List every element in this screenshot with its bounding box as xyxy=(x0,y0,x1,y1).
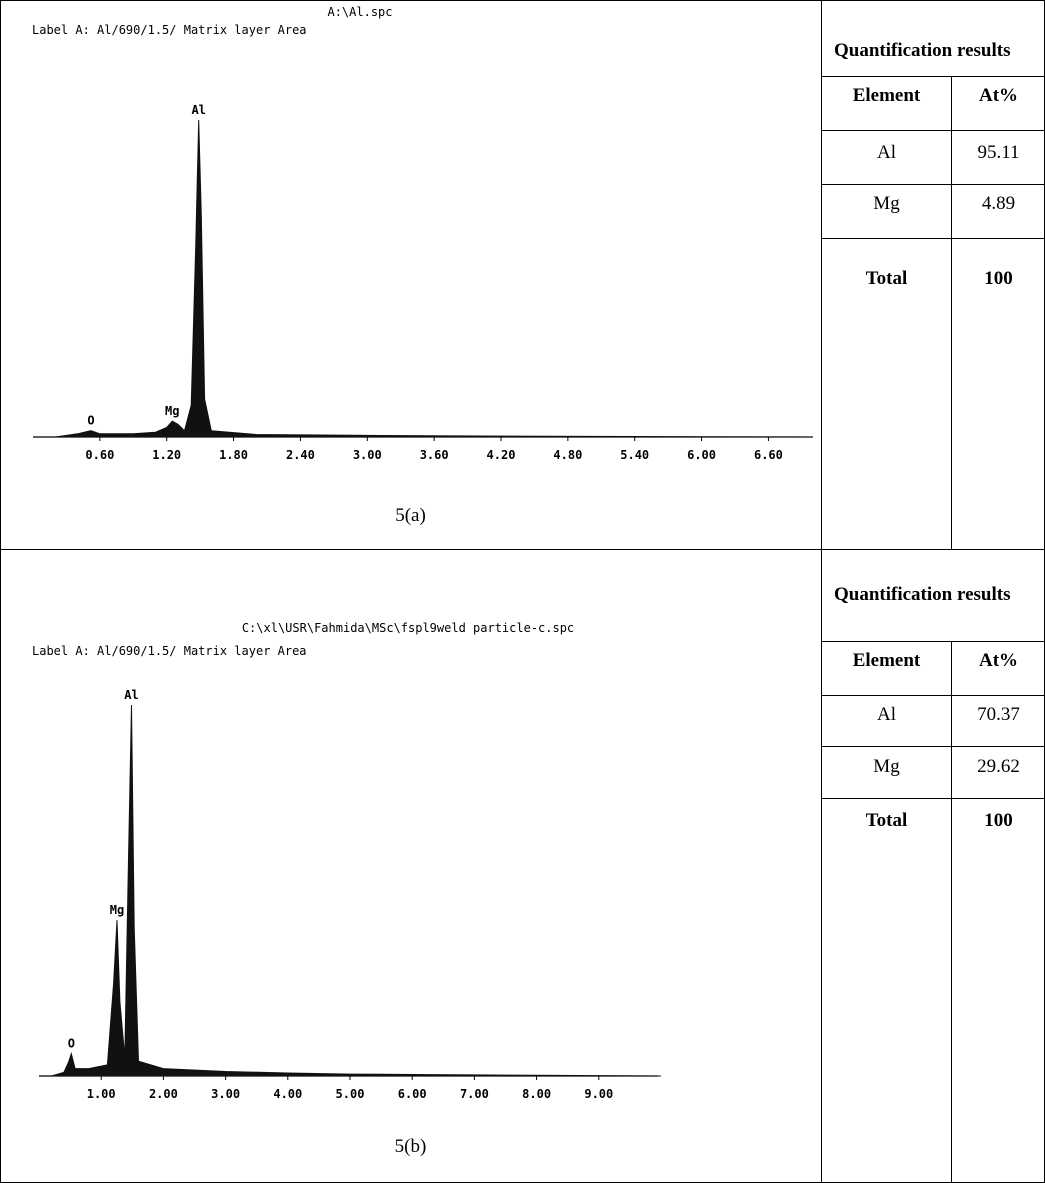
chart-a-tick-label-1: 1.20 xyxy=(152,448,181,462)
chart-a-tick-label-2: 1.80 xyxy=(219,448,248,462)
table-a-rule-1 xyxy=(822,76,1045,77)
panel-divider xyxy=(0,549,1045,550)
chart-b-peak-label-o: O xyxy=(68,1037,75,1051)
chart-b-subtitle: Label A: Al/690/1.5/ Matrix layer Area xyxy=(32,644,307,658)
chart-a-title: A:\Al.spc xyxy=(327,5,392,19)
spectrum-chart-a: A:\Al.spc Label A: Al/690/1.5/ Matrix la… xyxy=(32,5,814,462)
chart-b-peak-label-al: Al xyxy=(124,688,138,702)
table-a-rule-3 xyxy=(822,184,1045,185)
table-a-header-at: At% xyxy=(978,85,1019,106)
table-a-total-value: 100 xyxy=(984,268,1013,289)
chart-b-title: C:\xl\USR\Fahmida\MSc\fspl9weld particle… xyxy=(242,621,574,635)
chart-b-tick-label-2: 3.00 xyxy=(211,1087,240,1101)
table-a-rule-4 xyxy=(822,238,1045,239)
chart-a-tick-label-5: 3.60 xyxy=(420,448,449,462)
spectrum-panel-a: A:\Al.spc Label A: Al/690/1.5/ Matrix la… xyxy=(0,0,821,549)
table-b-rule-2 xyxy=(822,695,1045,696)
chart-b-tick-label-6: 7.00 xyxy=(460,1087,489,1101)
chart-b-tick-label-7: 8.00 xyxy=(522,1087,551,1101)
table-b-row-mg-value: 29.62 xyxy=(977,756,1020,777)
chart-b-tick-label-3: 4.00 xyxy=(273,1087,302,1101)
chart-b-spectrum-series-0 xyxy=(51,704,662,1077)
caption-a: 5(a) xyxy=(395,505,426,526)
chart-a-subtitle: Label A: Al/690/1.5/ Matrix layer Area xyxy=(32,23,307,37)
table-b-rule-1 xyxy=(822,641,1045,642)
spectrum-panel-b: C:\xl\USR\Fahmida\MSc\fspl9weld particle… xyxy=(0,550,821,1183)
table-b-row-mg-element: Mg xyxy=(873,756,900,777)
chart-b-tick-label-1: 2.00 xyxy=(149,1087,178,1101)
chart-b-tick-label-8: 9.00 xyxy=(584,1087,613,1101)
table-b-total-label: Total xyxy=(865,810,908,831)
spectrum-chart-b: C:\xl\USR\Fahmida\MSc\fspl9weld particle… xyxy=(32,621,662,1101)
table-b-title: Quantification results xyxy=(834,584,1011,605)
chart-b-tick-label-4: 5.00 xyxy=(336,1087,365,1101)
chart-a-peak-label-mg: Mg xyxy=(165,404,179,418)
table-b-row-al-value: 70.37 xyxy=(977,704,1020,725)
chart-a-tick-label-0: 0.60 xyxy=(85,448,114,462)
table-a-row-al-element: Al xyxy=(877,142,896,163)
table-b-rule-3 xyxy=(822,746,1045,747)
chart-a-tick-label-6: 4.20 xyxy=(487,448,516,462)
table-a-total-label: Total xyxy=(865,268,908,289)
chart-a-tick-label-3: 2.40 xyxy=(286,448,315,462)
table-b-total-value: 100 xyxy=(984,810,1013,831)
chart-a-spectrum-series-0 xyxy=(55,119,814,438)
chart-b-peak-label-mg: Mg xyxy=(110,903,124,917)
table-b-header-element: Element xyxy=(852,650,921,671)
table-a-row-mg-element: Mg xyxy=(873,193,900,214)
table-b-header-at: At% xyxy=(978,650,1019,671)
chart-a-tick-label-9: 6.00 xyxy=(687,448,716,462)
chart-a-tick-label-10: 6.60 xyxy=(754,448,783,462)
table-a-col-divider xyxy=(951,76,952,549)
chart-a-peak-label-al: Al xyxy=(191,103,205,117)
chart-a-peak-label-o: O xyxy=(87,414,94,428)
table-a-rule-2 xyxy=(822,130,1045,131)
chart-b-tick-label-5: 6.00 xyxy=(398,1087,427,1101)
chart-b-tick-label-0: 1.00 xyxy=(87,1087,116,1101)
caption-b: 5(b) xyxy=(394,1136,427,1157)
table-a-row-mg-value: 4.89 xyxy=(981,193,1016,214)
chart-a-tick-label-4: 3.00 xyxy=(353,448,382,462)
chart-a-tick-label-7: 4.80 xyxy=(553,448,582,462)
table-a-header-element: Element xyxy=(852,85,921,106)
table-b-rule-4 xyxy=(822,798,1045,799)
chart-a-tick-label-8: 5.40 xyxy=(620,448,649,462)
table-a-title: Quantification results xyxy=(834,40,1011,61)
table-b-row-al-element: Al xyxy=(877,704,896,725)
table-a-row-al-value: 95.11 xyxy=(977,142,1020,163)
table-divider xyxy=(821,0,822,1183)
table-b-col-divider xyxy=(951,641,952,1183)
